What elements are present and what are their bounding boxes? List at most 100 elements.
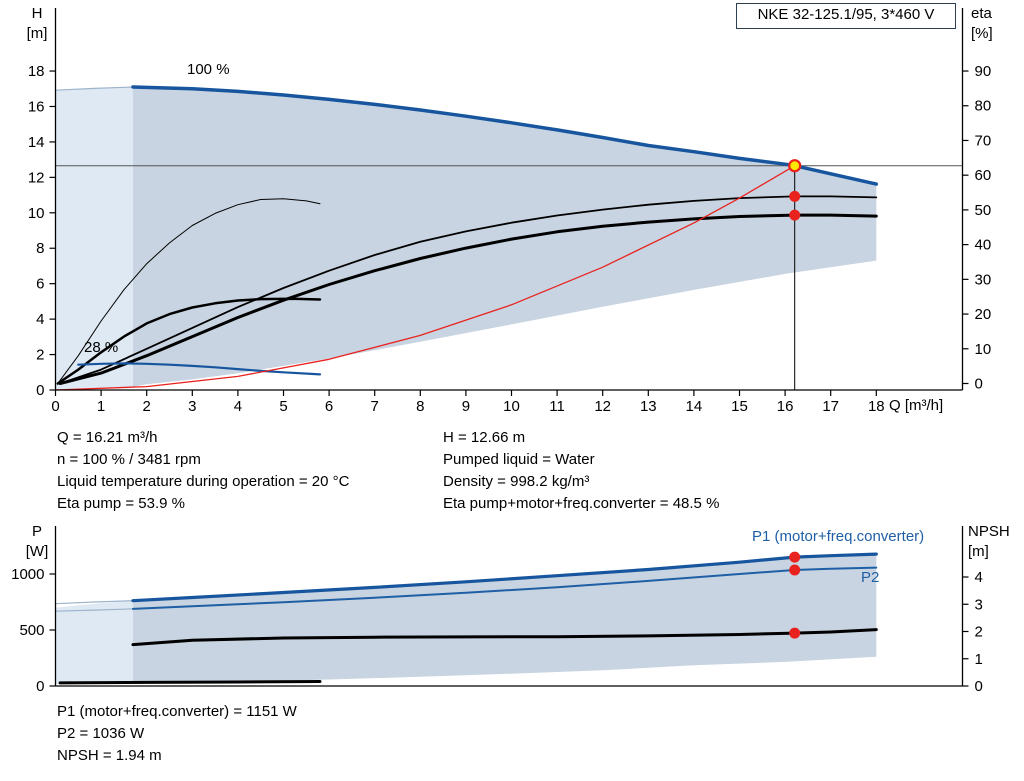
tick-label: 80 <box>975 98 992 115</box>
tick-label: 40 <box>975 237 992 254</box>
tick-label: 8 <box>36 240 44 257</box>
tick-label: 0 <box>975 376 983 393</box>
duty-point-marker[interactable] <box>788 159 802 173</box>
tick-label: 1000 <box>11 566 44 583</box>
tick-label: 3 <box>975 596 983 613</box>
p2-duty-marker[interactable] <box>789 564 801 576</box>
tick-label: 1 <box>975 651 983 668</box>
head-readout: H = 12.66 m <box>443 429 526 446</box>
temperature-readout: Liquid temperature during operation = 20… <box>57 473 350 490</box>
h-axis-label: H <box>31 5 43 22</box>
tick-label: 9 <box>462 398 470 415</box>
eta-total-readout: Eta pump+motor+freq.converter = 48.5 % <box>443 495 720 512</box>
tick-label: 10 <box>28 205 45 222</box>
liquid-readout: Pumped liquid = Water <box>443 451 595 468</box>
tick-label: 6 <box>325 398 333 415</box>
tick-label: 11 <box>549 398 565 415</box>
tick-label: 12 <box>594 398 611 415</box>
tick-label: 14 <box>686 398 703 415</box>
duty-readouts-left: Q = 16.21 m³/h n = 100 % / 3481 rpm Liqu… <box>57 427 349 515</box>
npsh-curve <box>131 628 878 647</box>
tick-label: 8 <box>416 398 424 415</box>
duty-readouts-right: H = 12.66 m Pumped liquid = Water Densit… <box>443 427 719 515</box>
tick-label: 3 <box>188 398 196 415</box>
tick-label: 5 <box>279 398 287 415</box>
control-curve <box>54 165 796 391</box>
tick-label: 2 <box>36 347 44 364</box>
max-speed-qh-curve <box>131 85 879 186</box>
tick-label: 17 <box>822 398 839 415</box>
tick-label: 70 <box>975 132 992 149</box>
p-axis-unit: [W] <box>25 543 49 560</box>
p1-readout: P1 (motor+freq.converter) = 1151 W <box>57 703 297 720</box>
tick-label: 60 <box>975 167 992 184</box>
tick-label: 13 <box>640 398 657 415</box>
tick-label: 50 <box>975 202 992 219</box>
eta-pump-min-speed-curve <box>57 198 321 384</box>
eta-total-duty-marker[interactable] <box>789 209 801 221</box>
tick-label: 0 <box>51 398 59 415</box>
eta-total-min-speed-curve <box>56 297 322 385</box>
min-speed-qh-curve <box>77 362 322 376</box>
p-axis-title: P [W] <box>14 522 60 562</box>
density-readout: Density = 998.2 kg/m³ <box>443 473 590 490</box>
tick-label: 6 <box>36 276 44 293</box>
npsh-axis-title: NPSH [m] <box>968 522 1022 562</box>
tick-label: 4 <box>234 398 242 415</box>
tick-label: 10 <box>503 398 520 415</box>
q-axis-title: Q [m³/h] <box>889 397 944 414</box>
tick-label: 4 <box>36 311 44 328</box>
p1-curve <box>131 552 878 603</box>
p2-curve <box>132 566 878 610</box>
tick-label: 4 <box>975 569 983 586</box>
max-curve-lead-in <box>54 86 134 91</box>
min-speed-power-curve <box>58 680 322 685</box>
eta-axis-label: eta <box>971 5 992 22</box>
speed-readout: n = 100 % / 3481 rpm <box>57 451 201 468</box>
npsh-axis-unit: [m] <box>968 543 989 560</box>
eta-axis-unit: [%] <box>971 25 993 42</box>
power-envelope-left-pale <box>55 600 133 684</box>
eta-total-curve <box>58 213 878 385</box>
flow-readout: Q = 16.21 m³/h <box>57 429 158 446</box>
qh-eta-chart[interactable]: 0 1 2 3 4 5 6 7 8 9 10 11 12 13 14 15 16 17 18024681012141… <box>0 0 1024 420</box>
tick-label: 18 <box>868 398 885 415</box>
h-axis-title: H [m] <box>14 4 60 44</box>
tick-label: 14 <box>28 134 45 151</box>
h-axis-unit: [m] <box>26 25 48 42</box>
tick-label: 7 <box>371 398 379 415</box>
tick-label: 16 <box>28 98 45 115</box>
power-envelope <box>133 554 877 684</box>
npsh-duty-marker[interactable] <box>789 627 801 639</box>
pump-title-box: NKE 32-125.1/95, 3*460 V <box>736 3 956 29</box>
tick-label: 0 <box>975 678 983 695</box>
tick-label: 16 <box>777 398 794 415</box>
operating-envelope <box>133 87 877 387</box>
p1-series-label: P1 (motor+freq.converter) <box>752 528 925 545</box>
eta-pump-readout: Eta pump = 53.9 % <box>57 495 185 512</box>
p2-series-label: P2 <box>861 569 880 586</box>
tick-label: 10 <box>975 341 992 358</box>
tick-label: 12 <box>28 169 45 186</box>
tick-label: 20 <box>975 306 992 323</box>
tick-label: 15 <box>731 398 748 415</box>
p-axis-label: P <box>31 523 42 540</box>
eta-axis-title: eta [%] <box>971 4 1021 44</box>
eta-pump-duty-marker[interactable] <box>789 190 801 202</box>
power-npsh-chart[interactable]: 0 500 1000 0 1 2 3 4 <box>0 518 1024 718</box>
npsh-axis-label: NPSH <box>968 523 1010 540</box>
tick-label: 90 <box>975 63 992 80</box>
tick-label: 500 <box>19 622 44 639</box>
tick-label: 18 <box>28 63 45 80</box>
speed-label-100: 100 % <box>187 61 230 78</box>
p2-readout: P2 = 1036 W <box>57 725 145 742</box>
tick-label: 0 <box>36 382 44 399</box>
p1-lead-in <box>54 600 134 605</box>
tick-label: 0 <box>36 678 44 695</box>
tick-label: 2 <box>975 624 983 641</box>
tick-label: 2 <box>143 398 151 415</box>
p2-lead-in <box>54 608 134 612</box>
speed-label-28: 28 % <box>84 339 119 356</box>
p1-duty-marker[interactable] <box>789 551 801 563</box>
